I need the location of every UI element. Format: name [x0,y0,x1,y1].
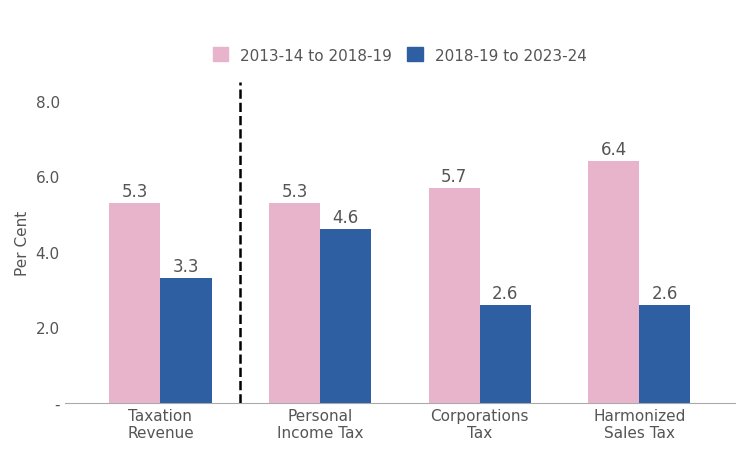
Bar [428,188,480,403]
Bar [110,203,160,403]
Bar [160,278,212,403]
Bar [320,230,371,403]
Bar [480,305,531,403]
Text: 4.6: 4.6 [332,208,358,227]
Text: 2.6: 2.6 [652,284,678,302]
Text: 3.3: 3.3 [172,258,200,276]
Legend: 2013-14 to 2018-19, 2018-19 to 2023-24: 2013-14 to 2018-19, 2018-19 to 2023-24 [207,42,593,70]
Text: 2.6: 2.6 [492,284,518,302]
Bar [588,162,639,403]
Bar [269,203,320,403]
Text: 5.3: 5.3 [122,182,148,200]
Text: 5.3: 5.3 [281,182,308,200]
Y-axis label: Per Cent: Per Cent [15,210,30,275]
Bar [639,305,690,403]
Text: 5.7: 5.7 [441,167,467,185]
Text: 6.4: 6.4 [601,141,627,159]
